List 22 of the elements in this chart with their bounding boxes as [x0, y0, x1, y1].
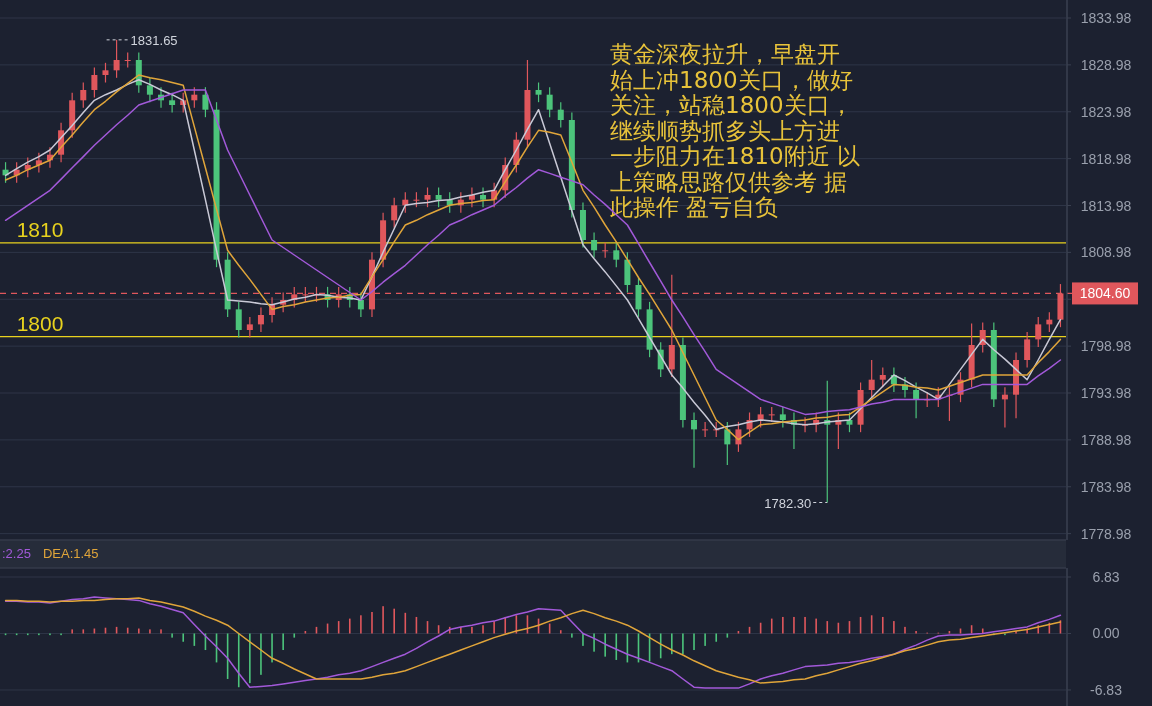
y-tick-label: 1813.98 — [1080, 197, 1132, 214]
ref-line-label: 1804.60 — [1079, 285, 1131, 302]
y-tick-label: 1783.98 — [1080, 478, 1132, 495]
ref-line-label: 1800 — [16, 311, 64, 335]
annotation: 1831.65 — [130, 32, 178, 48]
y-tick-label: 1833.98 — [1080, 10, 1132, 26]
text: DEA:1.45 — [42, 546, 99, 561]
y-tick-label: 1823.98 — [1080, 103, 1132, 120]
y-tick-label: 6.83 — [1092, 569, 1120, 586]
ref-line-label: 1810 — [16, 217, 64, 241]
annotation: 1782.30 — [764, 495, 812, 511]
y-tick-label: 1778.98 — [1080, 525, 1132, 542]
y-tick-label: 1818.98 — [1080, 150, 1132, 167]
y-tick-label: -6.83 — [1090, 681, 1123, 698]
y-tick-label: 0.00 — [1092, 625, 1120, 642]
y-tick-label: 1788.98 — [1080, 431, 1132, 448]
y-tick-label: 1828.98 — [1080, 56, 1132, 73]
y-tick-label: 1808.98 — [1080, 244, 1132, 261]
y-tick-label: 1793.98 — [1080, 385, 1132, 401]
annotation: 黄金深夜拉升，早盘开始上冲1800关口，做好关注，站稳1800关口，继续顺势抓多头上方进一步阻力在1810附近 以上策略思路仅供参考 据此操作 盈亏自负 — [610, 41, 861, 221]
text: :2.25 — [2, 546, 31, 561]
y-tick-label: 1798.98 — [1080, 338, 1132, 355]
